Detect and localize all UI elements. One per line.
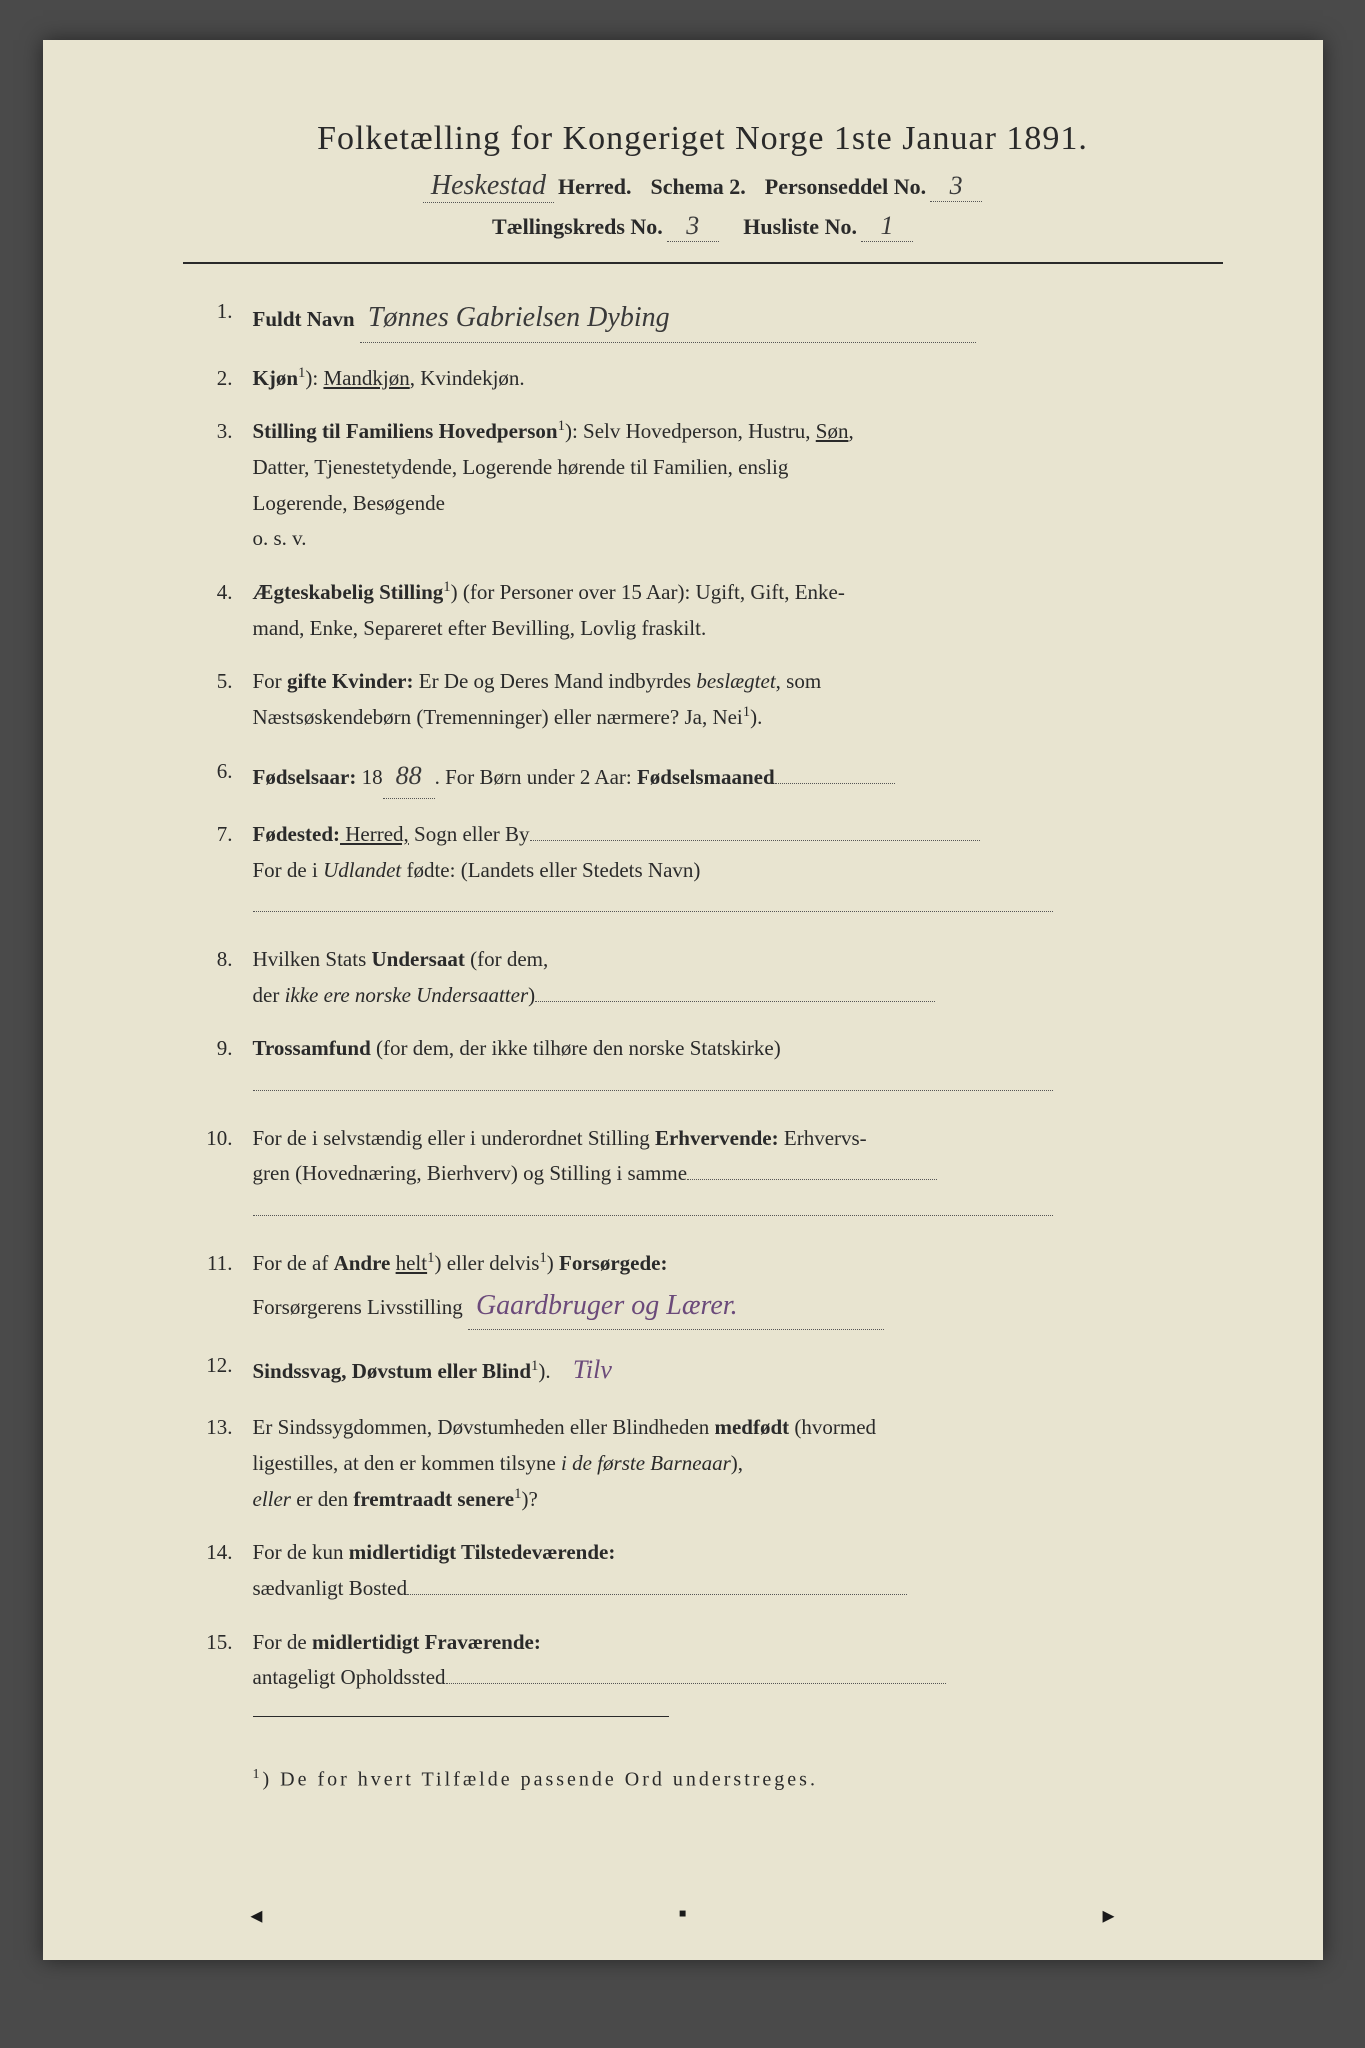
item-9: 9. Trossamfund (for dem, der ikke tilhør… xyxy=(183,1031,1223,1102)
label-gifte: gifte Kvinder: xyxy=(287,669,414,693)
label-aegteskab: Ægteskabelig Stilling xyxy=(253,580,444,604)
item-3: 3. Stilling til Familiens Hovedperson1):… xyxy=(183,414,1223,557)
husliste-label: Husliste No. xyxy=(743,214,857,240)
item4-line2: mand, Enke, Separeret efter Bevilling, L… xyxy=(253,616,707,640)
item-15: 15. For de midlertidigt Fraværende: anta… xyxy=(183,1625,1223,1696)
document-header: Folketælling for Kongeriget Norge 1ste J… xyxy=(183,120,1223,242)
mark-icon: ▪ xyxy=(678,1901,687,1930)
label-stilling: Stilling til Familiens Hovedperson xyxy=(253,419,558,443)
item-num: 6. xyxy=(183,754,253,790)
item-num: 8. xyxy=(183,942,253,978)
item-num: 10. xyxy=(183,1121,253,1157)
personseddel-no: 3 xyxy=(930,171,982,202)
label-sindssvag: Sindssvag, Døvstum eller Blind xyxy=(253,1359,532,1383)
item3-line2: Datter, Tjenestetydende, Logerende høren… xyxy=(253,455,789,479)
label-trossamfund: Trossamfund xyxy=(253,1036,371,1060)
herred-value: Heskestad xyxy=(423,170,554,203)
kjon-text: ): Mandkjøn, Kvindekjøn. xyxy=(305,366,524,390)
item-num: 11. xyxy=(183,1246,253,1282)
item-num: 9. xyxy=(183,1031,253,1067)
item-num: 4. xyxy=(183,575,253,611)
item-14: 14. For de kun midlertidigt Tilstedevære… xyxy=(183,1535,1223,1606)
item5-line2: Næstsøskendebørn (Tremenninger) eller næ… xyxy=(253,705,743,729)
item-13: 13. Er Sindssygdommen, Døvstumheden elle… xyxy=(183,1410,1223,1517)
item-num: 3. xyxy=(183,414,253,450)
item-num: 5. xyxy=(183,664,253,700)
item-num: 1. xyxy=(183,294,253,330)
item-11: 11. For de af Andre helt1) eller delvis1… xyxy=(183,1246,1223,1330)
item-12: 12. Sindssvag, Døvstum eller Blind1). Ti… xyxy=(183,1348,1223,1392)
herred-label: Herred. xyxy=(558,174,632,200)
item-1: 1. Fuldt Navn Tønnes Gabrielsen Dybing xyxy=(183,294,1223,343)
label-kjon: Kjøn xyxy=(253,366,299,390)
item-6: 6. Fødselsaar: 1888. For Børn under 2 Aa… xyxy=(183,754,1223,799)
item3-line3: Logerende, Besøgende xyxy=(253,491,445,515)
fuldt-navn-value: Tønnes Gabrielsen Dybing xyxy=(360,294,976,343)
forsorger-value: Gaardbruger og Lærer. xyxy=(468,1282,884,1331)
item-7: 7. Fødested: Herred, Sogn eller By For d… xyxy=(183,817,1223,924)
document-page: Folketælling for Kongeriget Norge 1ste J… xyxy=(43,40,1323,1960)
item-num: 12. xyxy=(183,1348,253,1384)
item-10: 10. For de i selvstændig eller i underor… xyxy=(183,1121,1223,1228)
item-8: 8. Hvilken Stats Undersaat (for dem, der… xyxy=(183,942,1223,1013)
subtitle-row-1: Heskestad Herred. Schema 2. Personseddel… xyxy=(183,170,1223,203)
item-2: 2. Kjøn1): Mandkjøn, Kvindekjøn. xyxy=(183,361,1223,397)
label-fodested: Fødested: xyxy=(253,822,341,846)
schema-label: Schema 2. xyxy=(650,174,745,200)
annotation: Tilv xyxy=(566,1348,618,1392)
item3-line4: o. s. v. xyxy=(253,526,307,550)
item-4: 4. Ægteskabelig Stilling1) (for Personer… xyxy=(183,575,1223,646)
item-num: 2. xyxy=(183,361,253,397)
subtitle-row-2: Tællingskreds No. 3 Husliste No. 1 xyxy=(183,211,1223,242)
personseddel-label: Personseddel No. xyxy=(765,174,926,200)
mark-icon: ▸ xyxy=(1103,1901,1115,1930)
husliste-no: 1 xyxy=(861,211,913,242)
label-fuldt-navn: Fuldt Navn xyxy=(253,307,355,331)
item-5: 5. For gifte Kvinder: Er De og Deres Man… xyxy=(183,664,1223,735)
footnote: 1) De for hvert Tilfælde passende Ord un… xyxy=(183,1767,1223,1792)
binding-marks: ◂ ▪ ▸ xyxy=(43,1901,1323,1930)
mark-icon: ◂ xyxy=(250,1901,262,1930)
item4-line1: ) (for Personer over 15 Aar): Ugift, Gif… xyxy=(451,580,845,604)
divider xyxy=(183,262,1223,264)
kreds-label: Tællingskreds No. xyxy=(492,214,663,240)
year-value: 88 xyxy=(383,754,435,799)
item-num: 13. xyxy=(183,1410,253,1446)
label-fodselsaar: Fødselsaar: xyxy=(253,765,357,789)
item-num: 7. xyxy=(183,817,253,853)
item-num: 15. xyxy=(183,1625,253,1661)
main-title: Folketælling for Kongeriget Norge 1ste J… xyxy=(183,120,1223,158)
kreds-no: 3 xyxy=(667,211,719,242)
item-num: 14. xyxy=(183,1535,253,1571)
footnote-divider xyxy=(253,1716,669,1717)
